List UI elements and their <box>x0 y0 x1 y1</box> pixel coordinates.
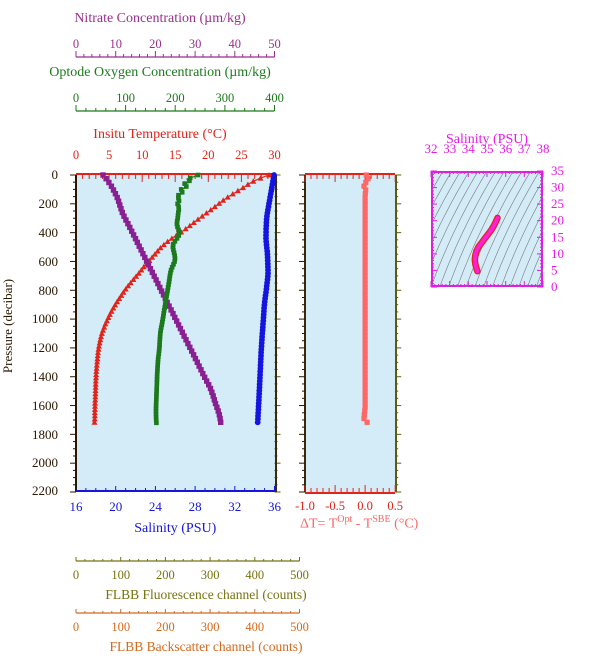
svg-text:32: 32 <box>425 141 438 156</box>
svg-text:35: 35 <box>551 163 564 178</box>
svg-text:37: 37 <box>518 141 532 156</box>
svg-text:15: 15 <box>551 229 564 244</box>
svg-text:0: 0 <box>551 279 558 294</box>
svg-text:35: 35 <box>481 141 494 156</box>
svg-text:34: 34 <box>462 141 476 156</box>
svg-text:33: 33 <box>443 141 456 156</box>
svg-text:20: 20 <box>551 213 564 228</box>
svg-text:30: 30 <box>551 180 564 195</box>
svg-text:38: 38 <box>537 141 550 156</box>
svg-text:36: 36 <box>499 141 513 156</box>
svg-text:10: 10 <box>551 246 564 261</box>
svg-text:25: 25 <box>551 196 564 211</box>
svg-text:5: 5 <box>551 262 558 277</box>
